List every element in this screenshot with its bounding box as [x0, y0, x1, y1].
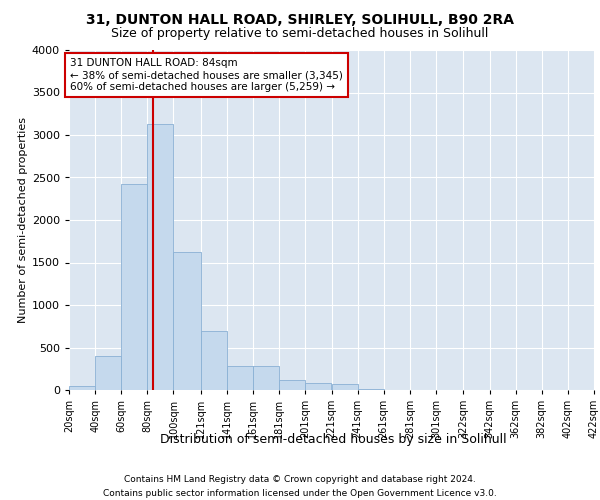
Text: Contains HM Land Registry data © Crown copyright and database right 2024.
Contai: Contains HM Land Registry data © Crown c… [103, 476, 497, 498]
Text: 31 DUNTON HALL ROAD: 84sqm
← 38% of semi-detached houses are smaller (3,345)
60%: 31 DUNTON HALL ROAD: 84sqm ← 38% of semi… [70, 58, 343, 92]
Bar [305, 383, 331, 390]
Bar [173, 252, 201, 390]
Bar [69, 386, 95, 390]
Text: 31, DUNTON HALL ROAD, SHIRLEY, SOLIHULL, B90 2RA: 31, DUNTON HALL ROAD, SHIRLEY, SOLIHULL,… [86, 12, 514, 26]
Bar [121, 184, 148, 390]
Bar [331, 384, 358, 390]
Bar [95, 356, 121, 390]
Text: Distribution of semi-detached houses by size in Solihull: Distribution of semi-detached houses by … [160, 432, 506, 446]
Bar [279, 380, 305, 390]
Y-axis label: Number of semi-detached properties: Number of semi-detached properties [17, 117, 28, 323]
Bar [358, 389, 384, 390]
Bar [227, 366, 253, 390]
Bar [201, 330, 227, 390]
Text: Size of property relative to semi-detached houses in Solihull: Size of property relative to semi-detach… [112, 28, 488, 40]
Bar [253, 366, 279, 390]
Bar [148, 124, 173, 390]
